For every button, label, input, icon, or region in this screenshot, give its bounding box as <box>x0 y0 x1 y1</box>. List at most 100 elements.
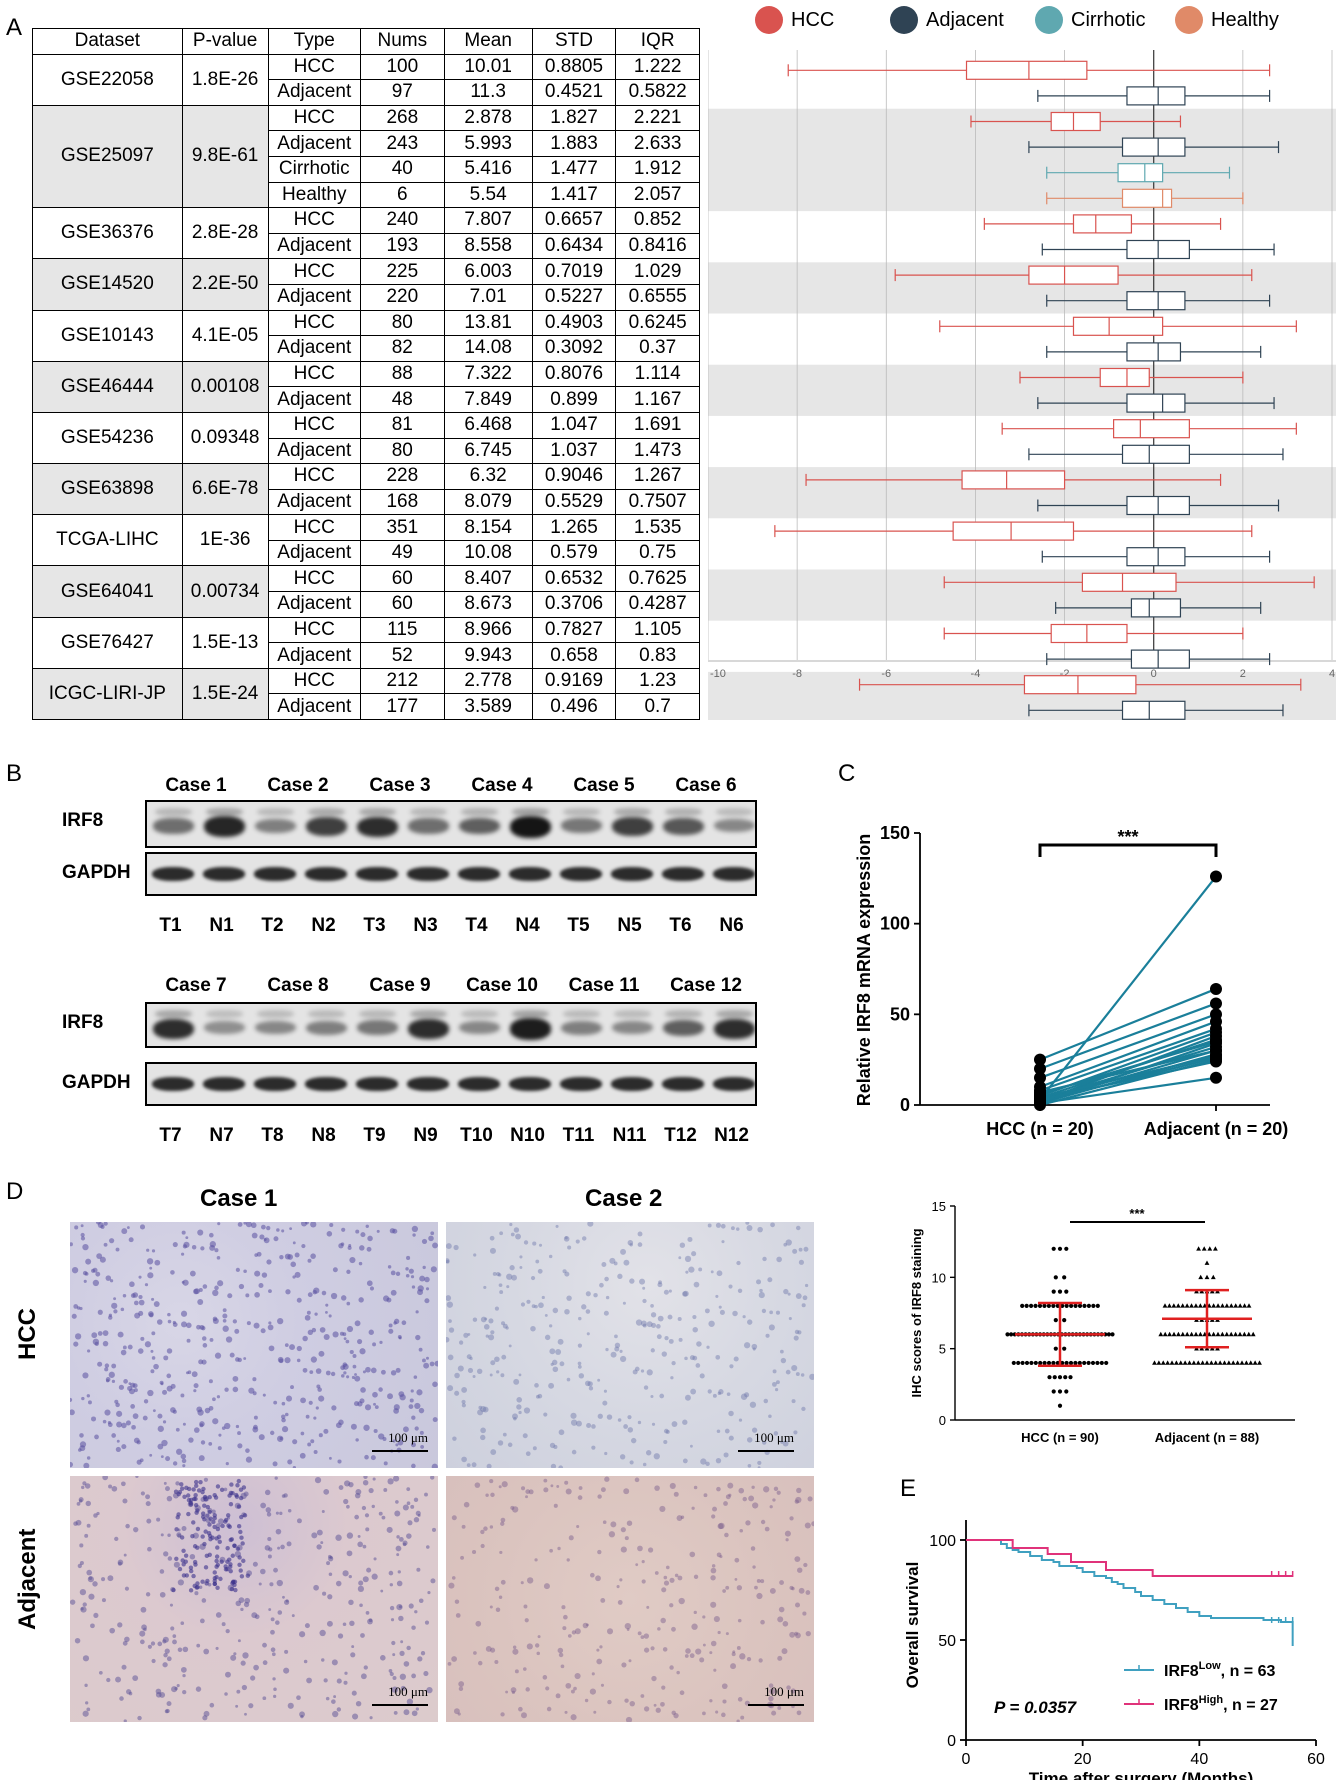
nucleus <box>283 1667 290 1674</box>
table-cell: 80 <box>359 437 445 465</box>
nucleus <box>775 1310 780 1315</box>
nucleus <box>581 1304 587 1310</box>
nucleus <box>738 1487 745 1494</box>
nucleus <box>651 1422 656 1426</box>
table-cell: 1.267 <box>615 463 700 490</box>
nucleus <box>657 1315 664 1322</box>
nucleus <box>797 1567 803 1573</box>
nucleus <box>454 1390 460 1396</box>
irf8-band <box>714 818 755 833</box>
nucleus <box>325 1303 329 1307</box>
nucleus <box>358 1297 364 1303</box>
adjacent-point <box>1246 1303 1252 1308</box>
case-label: Case 8 <box>267 975 329 996</box>
nucleus <box>767 1277 773 1283</box>
nucleus <box>659 1505 666 1513</box>
lymphocyte <box>206 1531 212 1536</box>
nucleus <box>216 1256 221 1260</box>
nucleus <box>413 1497 419 1503</box>
nucleus <box>322 1591 327 1596</box>
lane-label: T2 <box>261 915 284 936</box>
lymphocyte <box>215 1585 220 1590</box>
nucleus <box>525 1687 530 1692</box>
nucleus <box>774 1388 779 1392</box>
adjacent-point <box>1160 1360 1166 1365</box>
table-row: GSE14520 2.2E-50 HCC 225 6.003 0.7019 1.029 <box>32 258 700 311</box>
table-cell: Adjacent <box>267 437 361 465</box>
nucleus <box>446 1258 450 1264</box>
table-cell: 1.8E-26 <box>181 53 269 106</box>
irf8-upper-band <box>563 808 600 816</box>
nucleus <box>323 1678 328 1683</box>
nucleus <box>124 1586 130 1591</box>
nucleus <box>138 1299 145 1306</box>
nucleus <box>362 1576 369 1583</box>
irf8-band <box>204 1021 245 1034</box>
nucleus <box>195 1686 202 1692</box>
adjacent-point <box>1201 1246 1207 1251</box>
lymphocyte <box>179 1482 184 1487</box>
nucleus <box>661 1685 666 1690</box>
nucleus <box>73 1341 79 1347</box>
lymphocyte <box>200 1534 205 1539</box>
nucleus <box>91 1332 98 1339</box>
nucleus <box>114 1536 119 1541</box>
nucleus <box>111 1379 116 1384</box>
nucleus <box>610 1351 617 1358</box>
nucleus <box>108 1238 115 1244</box>
nucleus <box>637 1631 642 1636</box>
nucleus <box>687 1236 693 1242</box>
nucleus <box>392 1675 397 1680</box>
nucleus <box>688 1266 695 1273</box>
nucleus <box>217 1518 224 1525</box>
adjacent-point <box>1162 1303 1168 1308</box>
lane-label: N2 <box>311 915 336 936</box>
gapdh-band <box>152 1077 194 1091</box>
nucleus <box>376 1229 380 1233</box>
hcc-point <box>1110 1332 1115 1337</box>
adjacent-point <box>1248 1360 1254 1365</box>
nucleus <box>85 1500 91 1507</box>
nucleus <box>348 1599 354 1606</box>
nucleus <box>785 1369 791 1375</box>
lane-label: T6 <box>669 915 692 936</box>
table-cell: 7.849 <box>443 386 533 413</box>
nucleus <box>717 1630 721 1635</box>
nucleus <box>520 1581 524 1585</box>
nucleus <box>366 1567 372 1573</box>
nucleus <box>485 1334 489 1338</box>
nucleus <box>678 1337 683 1342</box>
lymphocyte <box>207 1552 212 1557</box>
hcc-point <box>1091 1303 1096 1308</box>
nucleus <box>235 1357 240 1362</box>
x-axis-label: Time after surgery (Months) <box>1029 1769 1254 1780</box>
adjacent-point <box>1189 1303 1194 1308</box>
nucleus <box>702 1711 706 1716</box>
nucleus <box>282 1595 285 1599</box>
nucleus <box>296 1358 301 1363</box>
nucleus <box>715 1222 722 1228</box>
nucleus <box>410 1389 414 1393</box>
nucleus <box>286 1395 293 1402</box>
nucleus <box>332 1331 339 1338</box>
lymphocyte <box>193 1479 199 1485</box>
nucleus <box>710 1567 717 1574</box>
nucleus <box>564 1271 570 1277</box>
nucleus <box>360 1673 367 1680</box>
nucleus <box>498 1485 502 1489</box>
nucleus <box>545 1686 550 1691</box>
nucleus <box>647 1547 654 1553</box>
nucleus <box>215 1523 221 1529</box>
table-row: TCGA-LIHC 1E-36 HCC 351 8.154 1.265 1.535 <box>32 514 700 567</box>
nucleus <box>560 1664 565 1669</box>
nucleus <box>187 1370 192 1375</box>
table-cell: HCC <box>267 309 361 337</box>
nucleus <box>662 1647 668 1652</box>
nucleus <box>273 1567 278 1573</box>
nucleus <box>355 1229 360 1234</box>
nucleus <box>209 1337 214 1342</box>
nucleus <box>289 1227 293 1231</box>
gapdh-band <box>305 867 347 881</box>
table-cell: ICGC-LIRI-JP <box>32 667 183 721</box>
